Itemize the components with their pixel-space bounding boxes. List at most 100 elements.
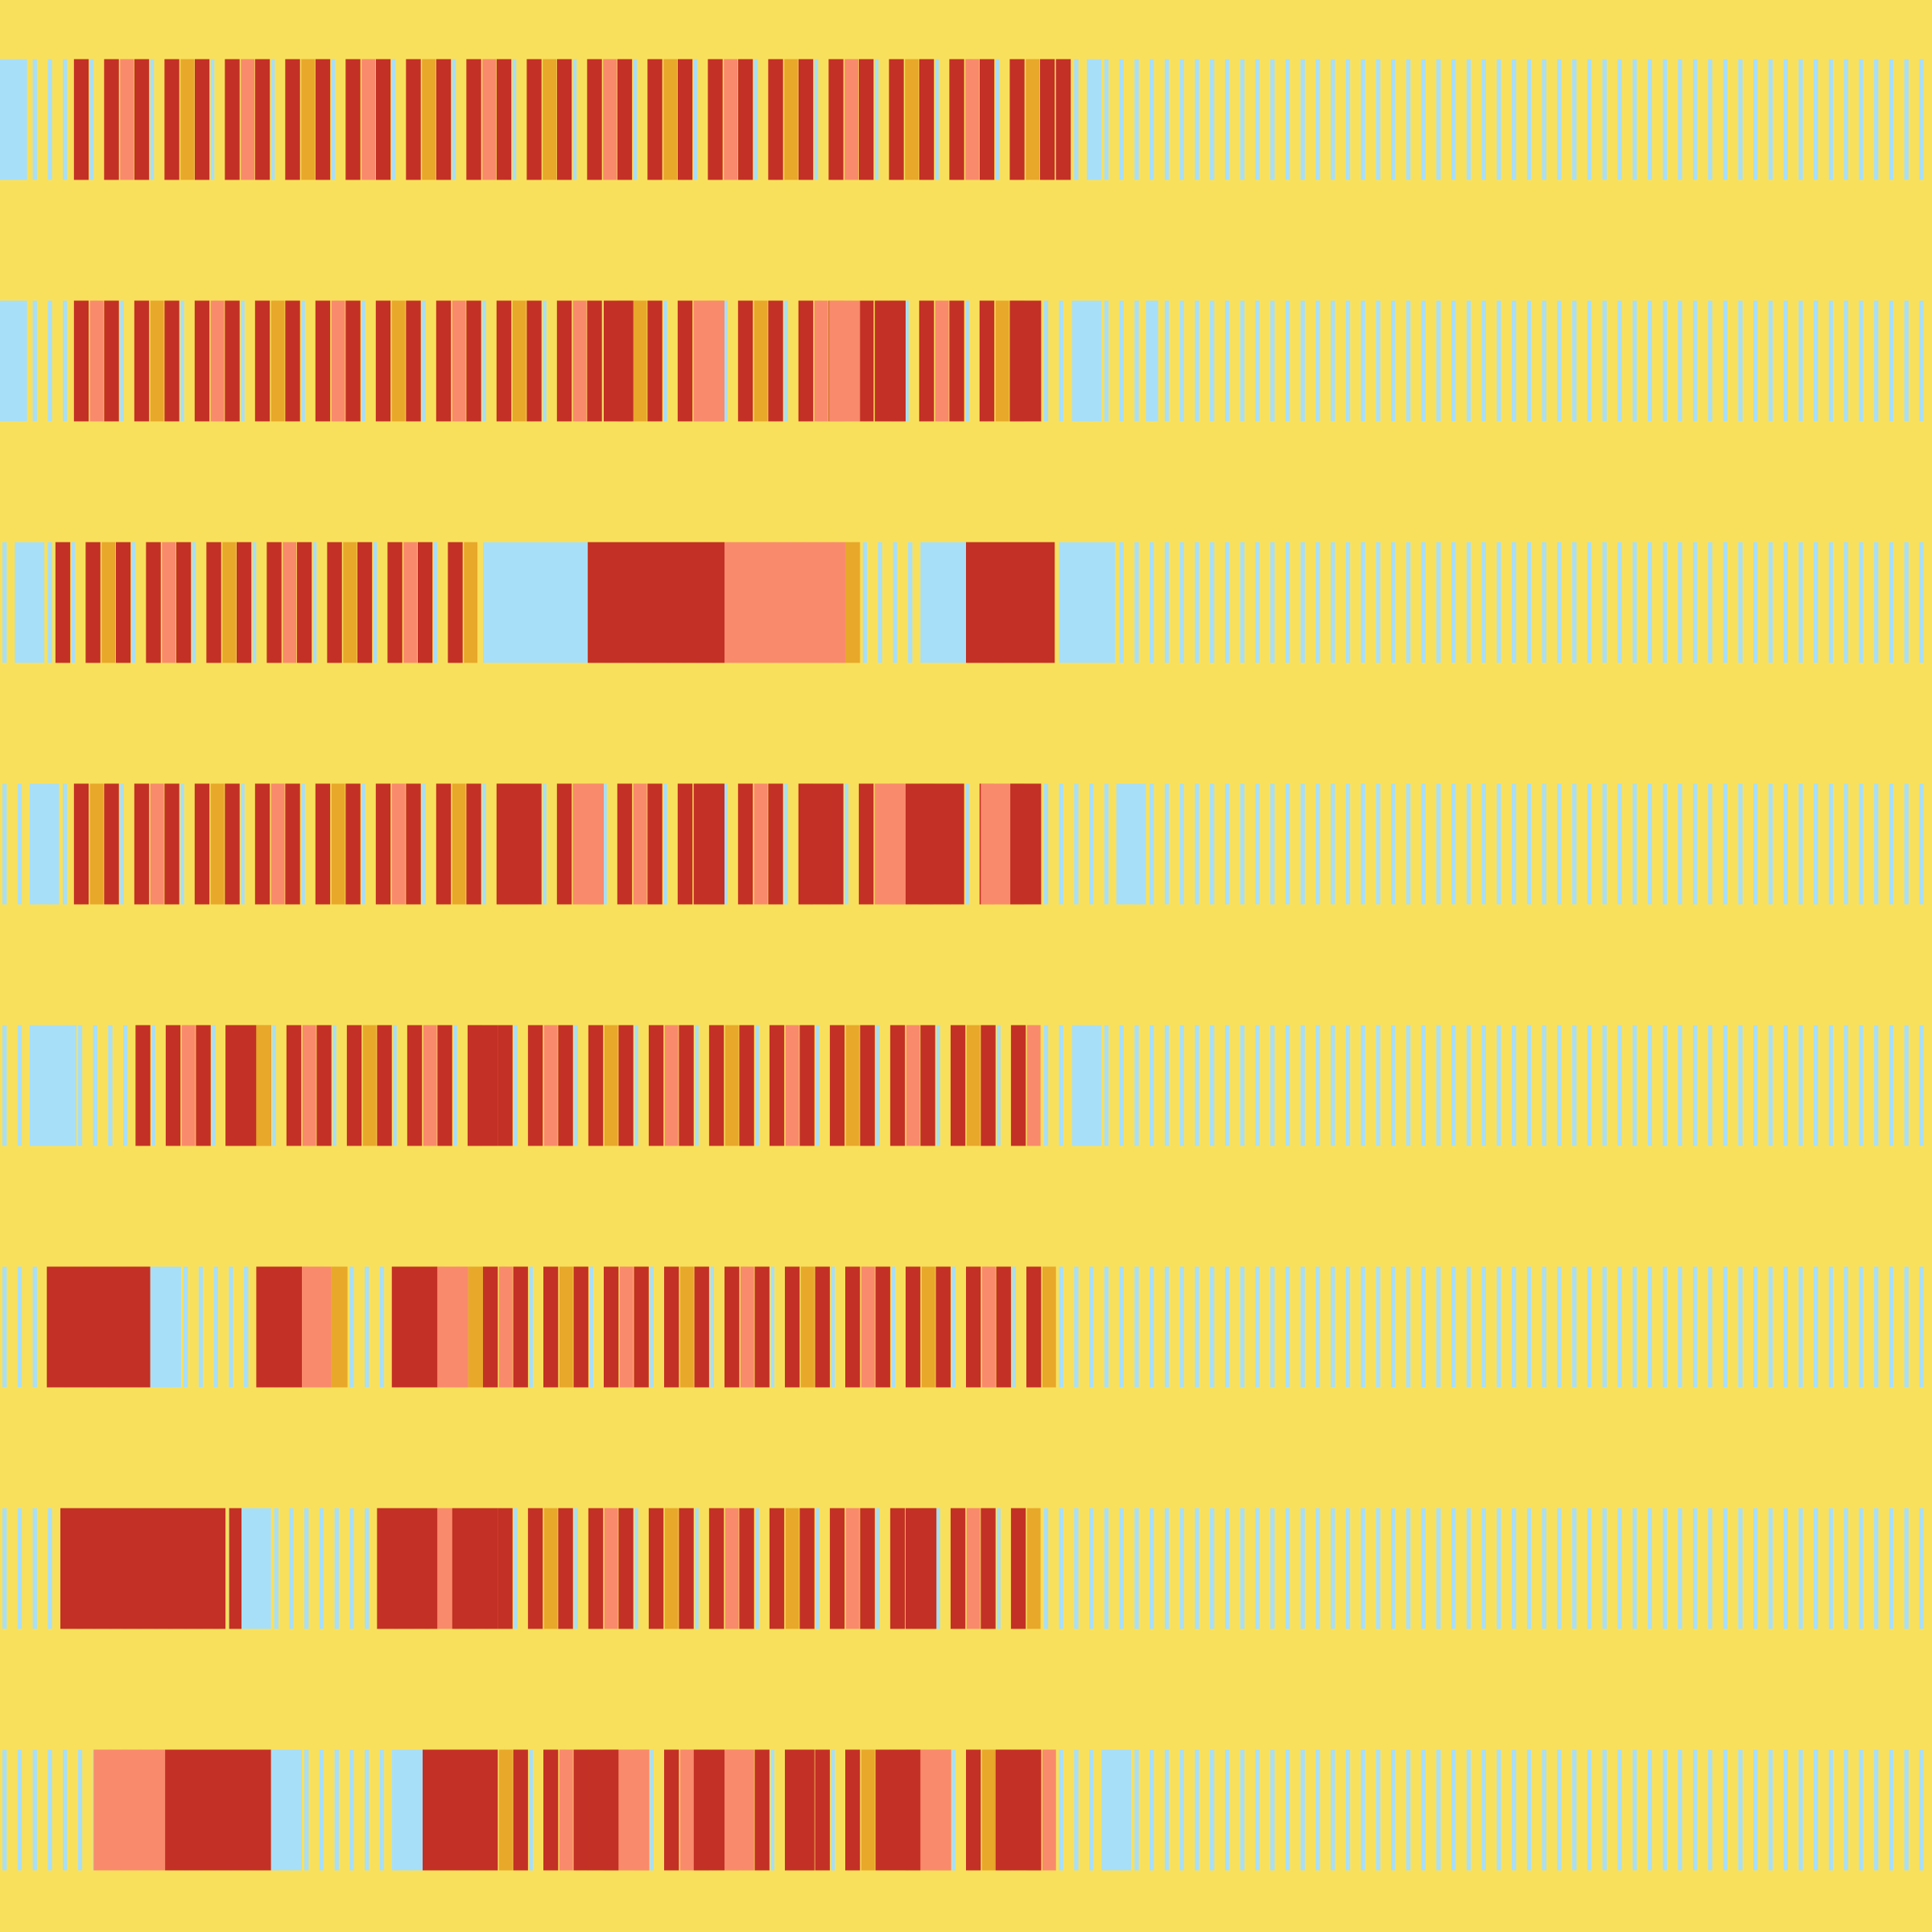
- stripe: [1026, 1025, 1041, 1146]
- stripe: [754, 1266, 770, 1388]
- stripe: [995, 59, 1000, 180]
- stripe: [768, 783, 783, 905]
- stripe: [1009, 59, 1025, 180]
- thin-stripe: [1662, 59, 1667, 180]
- stripe: [845, 1508, 860, 1629]
- thin-stripe: [1059, 1749, 1063, 1871]
- thin-stripe: [893, 542, 898, 663]
- thin-stripe: [47, 542, 52, 663]
- thin-stripe: [1678, 1025, 1682, 1146]
- stripe: [134, 59, 150, 180]
- thin-stripe: [1150, 1025, 1154, 1146]
- thin-stripe: [1542, 1266, 1546, 1388]
- thin-stripe: [304, 1749, 309, 1871]
- thin-stripe: [1436, 542, 1441, 663]
- thin-stripe: [1119, 300, 1124, 422]
- motif-ground: [135, 1025, 1042, 1146]
- thin-stripe: [1376, 783, 1381, 905]
- thin-stripe: [862, 542, 868, 663]
- thin-stripe: [1481, 783, 1486, 905]
- stripe: [921, 1266, 935, 1388]
- thin-stripe: [1074, 1508, 1079, 1629]
- stripe: [906, 1025, 920, 1146]
- thin-stripe: [1300, 59, 1305, 180]
- stripe: [164, 59, 180, 180]
- stripe: [1026, 59, 1040, 180]
- stripe: [936, 1025, 940, 1146]
- stripe: [254, 783, 270, 905]
- thin-stripe: [213, 1266, 218, 1388]
- thin-stripe: [1768, 783, 1773, 905]
- stripe: [150, 783, 164, 905]
- block: [1116, 783, 1146, 905]
- stripe: [737, 300, 753, 422]
- thin-stripe: [1481, 1266, 1486, 1388]
- thin-stripe: [1572, 1749, 1577, 1871]
- stripe: [634, 1266, 649, 1388]
- stripe: [1026, 1266, 1042, 1388]
- thin-stripe: [1451, 542, 1456, 663]
- thin-stripe: [1859, 783, 1864, 905]
- stripe: [452, 783, 466, 905]
- thin-stripe: [1814, 1266, 1818, 1388]
- stripe: [375, 300, 391, 422]
- thin-stripe: [1678, 542, 1682, 663]
- stripe: [677, 300, 693, 422]
- thin-stripe: [1843, 1025, 1848, 1146]
- thin-stripe: [1587, 1508, 1592, 1629]
- stripe: [498, 1266, 513, 1388]
- thin-stripe: [1451, 1749, 1456, 1871]
- stripe: [784, 300, 788, 422]
- stripe: [754, 1749, 770, 1871]
- thin-stripe: [1224, 542, 1230, 663]
- thin-stripe: [1587, 1749, 1592, 1871]
- thin-stripe: [1557, 1508, 1562, 1629]
- block: [693, 1749, 724, 1871]
- thin-stripe: [1678, 1266, 1682, 1388]
- stripe: [572, 59, 577, 180]
- stripe: [391, 783, 406, 905]
- stripe: [73, 783, 89, 905]
- stripe: [362, 1025, 377, 1146]
- block: [995, 1749, 1042, 1871]
- block: [331, 1266, 348, 1388]
- thin-stripe: [1542, 300, 1546, 422]
- thin-stripe: [1889, 1508, 1894, 1629]
- thin-stripe: [1828, 542, 1834, 663]
- stripe: [482, 59, 497, 180]
- stripe: [814, 59, 819, 180]
- stripe: [724, 59, 738, 180]
- stripe: [874, 59, 879, 180]
- thin-stripe: [1315, 783, 1320, 905]
- stripe: [436, 783, 452, 905]
- thin-stripe: [1285, 59, 1290, 180]
- thin-stripe: [1255, 1749, 1260, 1871]
- thin-stripe: [1662, 1266, 1667, 1388]
- thin-stripe: [1119, 1508, 1124, 1629]
- thin-stripe: [17, 783, 23, 905]
- thin-stripe: [1224, 1749, 1230, 1871]
- stripe: [724, 783, 728, 905]
- stripe: [633, 783, 647, 905]
- thin-stripe: [1859, 1025, 1864, 1146]
- stripe: [997, 1508, 1001, 1629]
- stripe: [361, 59, 376, 180]
- stripe: [844, 783, 848, 905]
- thin-stripe: [1602, 1025, 1607, 1146]
- thin-stripe: [1421, 1749, 1426, 1871]
- stripe: [526, 783, 542, 905]
- thin-stripe: [1089, 1266, 1094, 1388]
- stripe: [845, 1025, 860, 1146]
- thin-stripe: [1904, 59, 1909, 180]
- stripe: [73, 300, 89, 422]
- thin-stripe: [1195, 542, 1199, 663]
- stripe: [1010, 1508, 1026, 1629]
- stripe: [603, 783, 607, 905]
- stripe: [1042, 1266, 1056, 1388]
- thin-stripe: [1315, 1025, 1320, 1146]
- thin-stripe: [1391, 300, 1396, 422]
- thin-stripe: [1662, 1508, 1667, 1629]
- stripe: [920, 1025, 935, 1146]
- stripe: [135, 1025, 151, 1146]
- thin-stripe: [1179, 1508, 1184, 1629]
